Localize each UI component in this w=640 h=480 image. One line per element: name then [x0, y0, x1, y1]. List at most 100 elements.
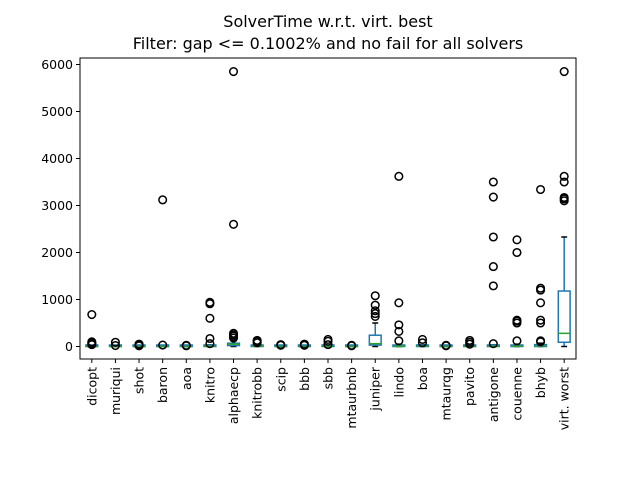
x-tick-label: antigone — [486, 367, 501, 422]
outlier-point — [110, 337, 120, 347]
outlier-point — [394, 336, 404, 346]
x-tick-label: knitro — [202, 367, 217, 403]
x-tick-label: sbb — [321, 367, 336, 389]
x-tick-label: shot — [132, 367, 147, 394]
outlier-point — [276, 340, 286, 350]
box-scip — [274, 340, 288, 350]
y-tick-label: 4000 — [41, 151, 73, 166]
outlier-point — [536, 184, 546, 195]
outlier-point — [394, 298, 404, 308]
box-knitrobb — [250, 335, 264, 348]
y-axis: 0 1000 2000 3000 4000 5000 6000 — [41, 57, 80, 354]
y-tick-label: 0 — [65, 339, 73, 354]
outlier-point — [205, 339, 215, 349]
outlier-point — [441, 340, 451, 350]
outlier-point — [228, 67, 239, 77]
outlier-point — [536, 315, 546, 325]
y-tick-label: 3000 — [41, 198, 73, 213]
outlier-point — [205, 297, 215, 307]
outlier-point — [323, 334, 333, 345]
box-aoa — [179, 340, 193, 351]
x-tick-label: pavito — [462, 367, 477, 406]
outlier-point — [488, 192, 498, 202]
outlier-point — [370, 309, 380, 319]
box-antigone — [486, 177, 500, 349]
outlier-point — [536, 283, 546, 293]
boxes-layer — [85, 67, 571, 351]
x-tick-label: knitrobb — [250, 367, 265, 419]
iqr-box — [368, 334, 382, 346]
outlier-point — [394, 326, 404, 337]
outlier-point — [559, 67, 569, 77]
outlier-point — [417, 334, 428, 345]
outlier-point — [465, 335, 475, 345]
outlier-point — [205, 313, 215, 323]
outlier-point — [417, 338, 428, 348]
box-sbb — [321, 334, 335, 350]
chart-title: SolverTime w.r.t. virt. best — [223, 12, 432, 31]
plot-frame — [79, 57, 577, 360]
outlier-point — [110, 341, 120, 351]
x-tick-label: bhyb — [533, 367, 548, 398]
outlier-point — [228, 219, 239, 229]
box-bbb — [297, 339, 312, 350]
x-tick-label: scip — [273, 367, 288, 392]
outlier-point — [87, 337, 97, 347]
outlier-point — [536, 318, 546, 328]
x-tick-label: muriqui — [108, 367, 123, 415]
outlier-point — [370, 300, 380, 310]
x-axis: dicopt muriqui shot baron aoa knitro alphaecp k… — [84, 359, 572, 430]
iqr-box — [557, 290, 571, 344]
x-tick-label: aoa — [179, 367, 194, 390]
box-knitro — [203, 297, 217, 349]
box-lindo — [392, 171, 406, 348]
outlier-point — [370, 311, 380, 321]
x-tick-label: alphaecp — [226, 367, 241, 424]
box-bhyb — [533, 184, 548, 348]
outlier-point — [536, 336, 546, 346]
x-tick-label: dicopt — [84, 367, 99, 406]
outlier-point — [370, 291, 380, 301]
outlier-point — [536, 298, 546, 308]
outlier-point — [181, 340, 191, 350]
outlier-point — [370, 306, 380, 316]
outlier-point — [158, 195, 168, 205]
box-virt-worst — [557, 67, 571, 348]
box-dicopt — [85, 309, 99, 350]
box-muriqui — [108, 337, 123, 351]
outlier-point — [488, 281, 498, 291]
x-tick-label: bbb — [297, 367, 312, 391]
outlier-point — [488, 339, 498, 349]
y-tick-label: 5000 — [41, 104, 73, 119]
outlier-point — [512, 247, 522, 258]
x-tick-label: virt. worst — [557, 367, 572, 430]
outlier-point — [323, 340, 333, 350]
outlier-point — [205, 333, 215, 344]
outlier-point — [299, 339, 309, 349]
outlier-point — [134, 339, 144, 349]
outlier-point — [394, 171, 404, 181]
outlier-point — [559, 171, 569, 181]
outlier-point — [228, 328, 239, 338]
box-baron — [156, 195, 170, 350]
outlier-point — [512, 336, 522, 346]
x-tick-label: boa — [415, 367, 430, 390]
x-tick-label: juniper — [368, 366, 383, 411]
outlier-point — [488, 262, 498, 272]
x-tick-label: couenne — [509, 367, 524, 421]
box-mtaurbnb — [344, 340, 359, 351]
outlier-point — [488, 232, 498, 242]
outlier-point — [252, 335, 262, 345]
x-tick-label: baron — [155, 367, 170, 403]
y-tick-label: 1000 — [41, 292, 73, 307]
x-tick-label: mtaurbnb — [344, 367, 359, 429]
x-tick-label: lindo — [391, 367, 406, 397]
chart-subtitle: Filter: gap <= 0.1002% and no fail for a… — [133, 34, 523, 53]
box-alphaecp — [226, 67, 241, 348]
box-boa — [415, 334, 430, 348]
box-pavito — [463, 335, 477, 349]
outlier-point — [394, 320, 404, 330]
y-tick-label: 6000 — [41, 57, 73, 72]
box-couenne — [510, 235, 524, 348]
